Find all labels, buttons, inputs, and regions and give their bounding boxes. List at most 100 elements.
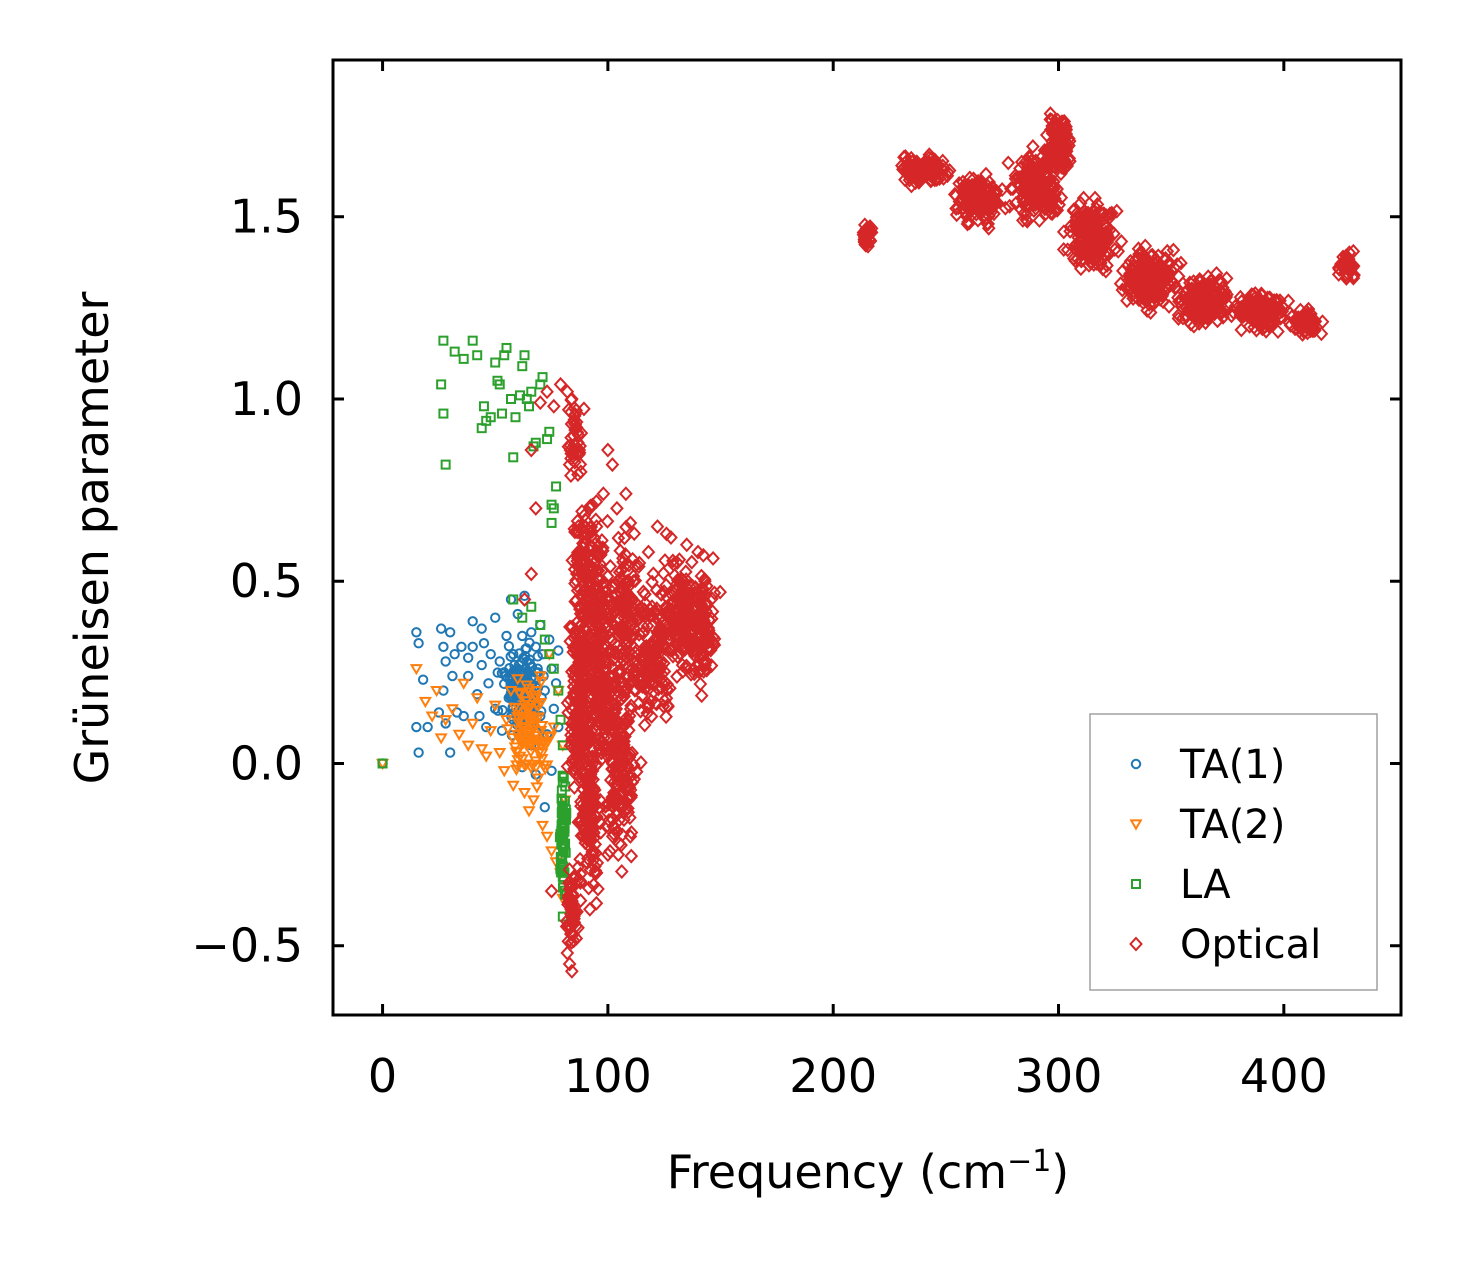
point-optical [670, 572, 685, 588]
series-la [377, 335, 572, 922]
point-ta-1- [456, 641, 467, 653]
point-optical [606, 818, 621, 834]
point-optical [1054, 135, 1069, 151]
point-optical [563, 737, 578, 753]
point-optical [1132, 264, 1146, 280]
point-ta-2- [418, 696, 432, 709]
point-optical [585, 599, 599, 615]
point-optical [1172, 293, 1186, 309]
point-optical [1076, 190, 1091, 206]
point-optical [1159, 266, 1173, 282]
point-optical [601, 645, 616, 661]
point-optical [576, 702, 590, 718]
point-optical [572, 712, 586, 728]
point-optical [580, 795, 595, 811]
point-optical [1048, 191, 1062, 207]
point-optical [567, 687, 581, 703]
point-optical [692, 664, 706, 680]
point-optical [1220, 296, 1235, 312]
point-optical [583, 500, 597, 516]
point-optical [619, 772, 634, 788]
point-ta-1- [449, 648, 460, 660]
point-optical [600, 513, 615, 529]
point-ta-2- [409, 664, 423, 676]
point-optical [705, 591, 719, 607]
legend-label: TA(1) [1179, 742, 1285, 788]
point-optical [1246, 313, 1261, 329]
point-optical [623, 515, 638, 531]
point-optical [563, 442, 578, 458]
point-optical [664, 530, 678, 545]
point-optical [568, 594, 583, 610]
point-optical [645, 574, 659, 590]
point-ta-2- [533, 671, 547, 683]
point-ta-1- [490, 612, 501, 623]
point-optical [687, 666, 702, 682]
point-optical [1078, 223, 1093, 239]
point-optical [625, 745, 640, 761]
point-optical [1032, 163, 1047, 179]
scatter-marks [376, 106, 1361, 979]
point-optical [613, 543, 628, 559]
point-optical [1019, 184, 1034, 200]
point-optical [1142, 275, 1157, 291]
point-optical [677, 602, 692, 618]
point-ta-1- [490, 703, 501, 715]
point-ta-2- [522, 806, 536, 818]
point-ta-2- [461, 740, 475, 752]
point-optical [644, 708, 659, 724]
point-optical [659, 604, 674, 620]
point-optical [573, 464, 588, 480]
point-optical [634, 755, 648, 771]
point-optical [679, 537, 694, 553]
point-optical [970, 174, 985, 190]
point-optical [1074, 261, 1088, 277]
point-optical [687, 637, 701, 653]
point-optical [1248, 286, 1263, 301]
point-la [560, 847, 571, 858]
point-ta-1- [476, 659, 487, 671]
point-optical [1058, 137, 1072, 152]
plot-frame [331, 58, 1403, 1017]
point-optical [858, 229, 872, 245]
point-optical [574, 794, 588, 810]
point-ta-1- [548, 703, 560, 715]
point-ta-2- [529, 693, 543, 705]
point-optical [569, 930, 584, 946]
point-ta-1- [438, 641, 449, 653]
point-optical [619, 710, 634, 726]
point-ta-2- [545, 846, 559, 858]
point-optical [601, 847, 615, 863]
point-optical [589, 717, 604, 733]
point-optical [648, 675, 663, 691]
point-optical [1120, 293, 1134, 309]
point-optical [566, 916, 581, 932]
point-optical [1057, 152, 1072, 168]
point-optical [652, 624, 666, 640]
point-ta-1- [467, 641, 478, 653]
point-optical [1193, 308, 1208, 324]
point-ta-2- [511, 674, 525, 686]
point-optical [564, 934, 579, 950]
point-optical [1174, 255, 1188, 271]
point-optical [588, 758, 603, 773]
point-optical [568, 406, 582, 422]
legend-marker-optical [1129, 936, 1143, 952]
point-optical [528, 500, 543, 516]
point-ta-2- [513, 689, 527, 701]
point-optical [1074, 247, 1089, 263]
point-optical [981, 216, 996, 232]
point-optical [1242, 291, 1257, 306]
point-ta-1- [485, 648, 496, 660]
point-optical [622, 557, 636, 573]
point-optical [633, 703, 648, 719]
point-optical [973, 192, 988, 208]
point-optical [651, 626, 666, 642]
point-optical [1131, 241, 1146, 257]
point-optical [573, 851, 587, 867]
point-optical [625, 629, 639, 645]
point-ta-1- [539, 802, 550, 813]
point-la [544, 649, 555, 660]
point-optical [1299, 313, 1314, 329]
point-optical [612, 736, 627, 752]
